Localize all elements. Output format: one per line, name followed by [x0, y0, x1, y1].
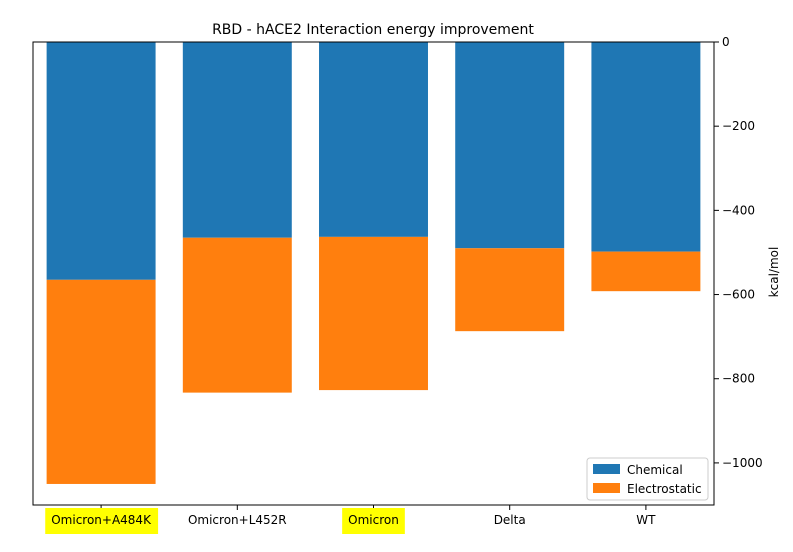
- y-tick-label: −200: [722, 119, 755, 133]
- y-tick-label: −800: [722, 372, 755, 386]
- y-tick-label: −600: [722, 288, 755, 302]
- bar-chemical-3: [455, 42, 565, 249]
- bar-electrostatic-2: [319, 236, 428, 391]
- y-tick-label: 0: [722, 35, 730, 49]
- legend: Chemical Electrostatic: [586, 457, 709, 501]
- x-tick-label: Delta: [494, 513, 526, 527]
- y-tick-label: −1000: [722, 456, 763, 470]
- x-axis: Omicron+A484K Omicron+L452R Omicron Delta WT: [45, 505, 656, 534]
- x-label-highlight: [45, 508, 159, 534]
- legend-swatch-chemical: [593, 464, 620, 474]
- x-label-highlight: [342, 508, 405, 534]
- bar-chemical-0: [46, 42, 156, 280]
- bar-chemical-1: [182, 42, 292, 238]
- bar-electrostatic-4: [591, 251, 701, 292]
- x-tick-label: Omicron: [348, 513, 399, 527]
- x-tick-label: WT: [636, 513, 656, 527]
- bar-electrostatic-3: [455, 248, 565, 332]
- legend-label-chemical: Chemical: [627, 463, 683, 477]
- x-tick-label: Omicron+L452R: [188, 513, 287, 527]
- bar-chemical-4: [591, 42, 701, 252]
- bar-electrostatic-1: [182, 237, 292, 393]
- bar-chemical-2: [319, 42, 428, 237]
- bar-electrostatic-0: [46, 279, 156, 484]
- legend-swatch-electrostatic: [593, 483, 620, 493]
- x-tick-label: Omicron+A484K: [51, 513, 152, 527]
- bars-layer: [46, 42, 701, 484]
- y-axis-label: kcal/mol: [767, 247, 781, 298]
- y-axis: 0 −200 −400 −600 −800 −1000: [714, 35, 763, 470]
- y-tick-label: −400: [722, 203, 755, 217]
- chart-title: RBD - hACE2 Interaction energy improveme…: [212, 22, 534, 38]
- legend-label-electrostatic: Electrostatic: [627, 482, 702, 496]
